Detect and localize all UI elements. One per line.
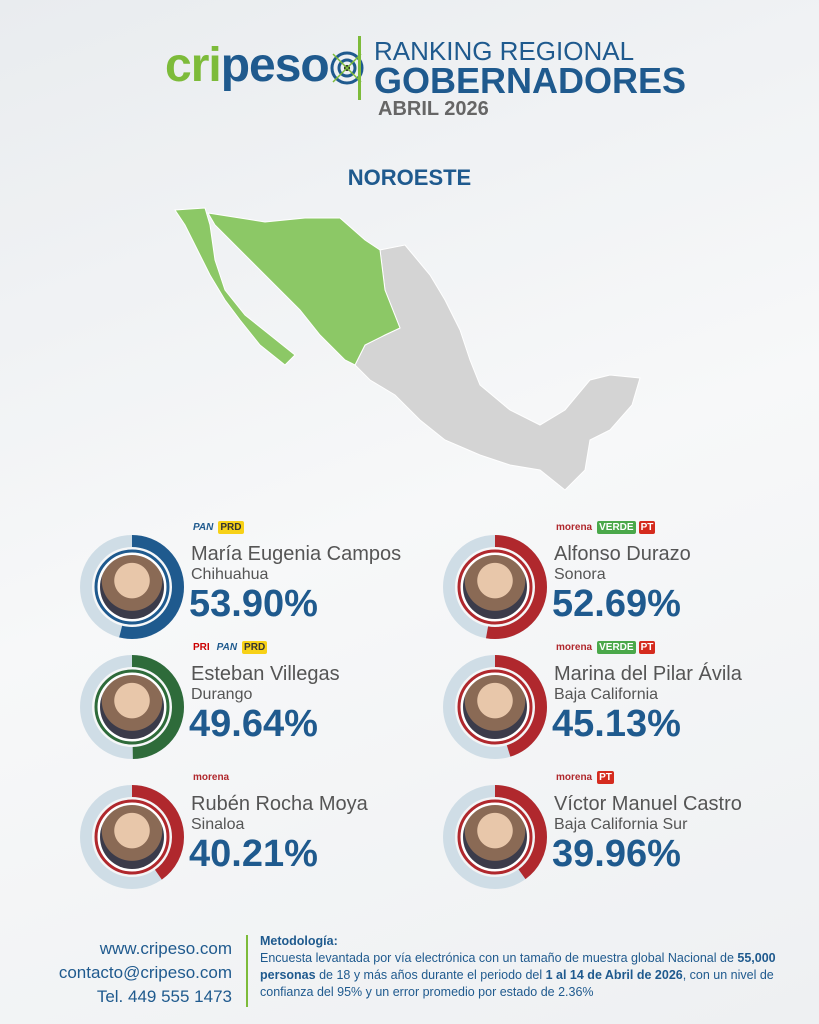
region-title: NOROESTE (347, 165, 472, 190)
map-baja (174, 207, 296, 366)
met-text: Encuesta levantada por vía electrónica c… (260, 951, 738, 965)
governor-state: Sonora (554, 566, 606, 583)
date: ABRIL 2026 (378, 98, 489, 120)
map-rest (354, 244, 641, 491)
governor-photo (463, 805, 527, 869)
governor-name: Rubén Rocha Moya (191, 793, 368, 815)
governor-name: Víctor Manuel Castro (554, 793, 742, 815)
governor-card: morena Rubén Rocha Moya Sinaloa 40.21% (78, 772, 438, 903)
met-period: 1 al 14 de Abril de 2026 (545, 968, 683, 982)
party-logo-morena: morena (556, 772, 593, 783)
met-sample: 55,000 personas (260, 951, 776, 982)
party-logo-verde: VERDE (597, 521, 636, 534)
governor-percent: 49.64% (189, 703, 318, 745)
ring-arc (443, 785, 547, 889)
ring-arc (80, 785, 184, 889)
title-line2: GOBERNADORES (374, 60, 687, 101)
governor-percent: 52.69% (552, 583, 681, 625)
phone: Tel. 449 555 1473 (96, 987, 232, 1006)
governor-photo (100, 555, 164, 619)
party-logo-pt: PT (638, 641, 656, 654)
party-logo-morena: morena (556, 522, 593, 533)
governor-photo (100, 805, 164, 869)
governor-card: morena PT Víctor Manuel Castro Baja Calif… (441, 771, 801, 903)
governor-photo (463, 555, 527, 619)
governor-percent: 40.21% (189, 833, 318, 875)
party-logo-prd: PRD (218, 521, 244, 534)
met-text: de 18 y más años durante el periodo del (315, 968, 546, 982)
party-logo-pan: PAN (216, 642, 238, 653)
governor-card: morena VERDE PT Marina del Pilar Ávila Baj… (441, 641, 801, 773)
mexico-map (174, 207, 641, 491)
governor-card: PAN PRD María Eugenia Campos Chihuahua 53… (78, 521, 438, 653)
party-logo-pt: PT (638, 521, 656, 534)
methodology: Metodología: Encuesta levantada por vía … (260, 933, 800, 1001)
party-logos: morena VERDE PT (554, 521, 656, 534)
title-line1: RANKING REGIONAL (374, 36, 635, 66)
governor-name: Alfonso Durazo (554, 543, 691, 565)
ring-arc (443, 535, 547, 639)
ring-arc (443, 655, 547, 759)
governor-percent: 53.90% (189, 583, 318, 625)
party-logo-morena: morena (193, 772, 230, 783)
cripeso-logo: cripeso (165, 38, 365, 93)
party-logos: PAN PRD (191, 521, 244, 534)
party-logos: morena VERDE PT (554, 641, 656, 654)
governor-state: Durango (191, 686, 253, 703)
website-link[interactable]: www.cripeso.com (99, 939, 232, 958)
governor-name: Marina del Pilar Ávila (554, 663, 742, 685)
governor-percent: 39.96% (552, 833, 681, 875)
party-logos: morena PT (554, 771, 614, 784)
governor-card: PRI PAN PRD Esteban Villegas Durango 49.64… (78, 641, 438, 773)
governor-state: Baja California (554, 686, 659, 703)
contact-block: www.cripeso.com contacto@cripeso.com Tel… (59, 937, 232, 1009)
governor-name: María Eugenia Campos (191, 543, 402, 565)
email-link[interactable]: contacto@cripeso.com (58, 963, 232, 982)
party-logos: PRI PAN PRD (191, 641, 268, 654)
party-logo-verde: VERDE (597, 641, 636, 654)
governor-state: Sinaloa (191, 816, 245, 833)
met-text: , con un nivel de confianza del 95% y un… (260, 968, 774, 999)
governor-photo (100, 675, 164, 739)
party-logo-pri: PRI (193, 642, 210, 653)
party-logo-pt: PT (597, 771, 614, 784)
party-logo-pan: PAN (193, 522, 214, 533)
methodology-title: Metodología: (260, 934, 338, 948)
governor-card: morena VERDE PT Alfonso Durazo Sonora 52.6… (441, 521, 801, 653)
footer-divider (246, 935, 248, 1007)
governor-state: Chihuahua (191, 566, 269, 583)
ring-arc (80, 655, 184, 759)
ring-arc (80, 535, 184, 639)
party-logo-prd: PRD (242, 641, 268, 654)
header-divider (358, 36, 361, 100)
party-logo-morena: morena (556, 642, 593, 653)
map-mainland-noroeste (207, 212, 401, 366)
party-logos: morena (191, 771, 231, 784)
governor-name: Esteban Villegas (191, 663, 340, 685)
governor-state: Baja California Sur (554, 816, 688, 833)
governor-percent: 45.13% (552, 703, 681, 745)
governor-photo (463, 675, 527, 739)
